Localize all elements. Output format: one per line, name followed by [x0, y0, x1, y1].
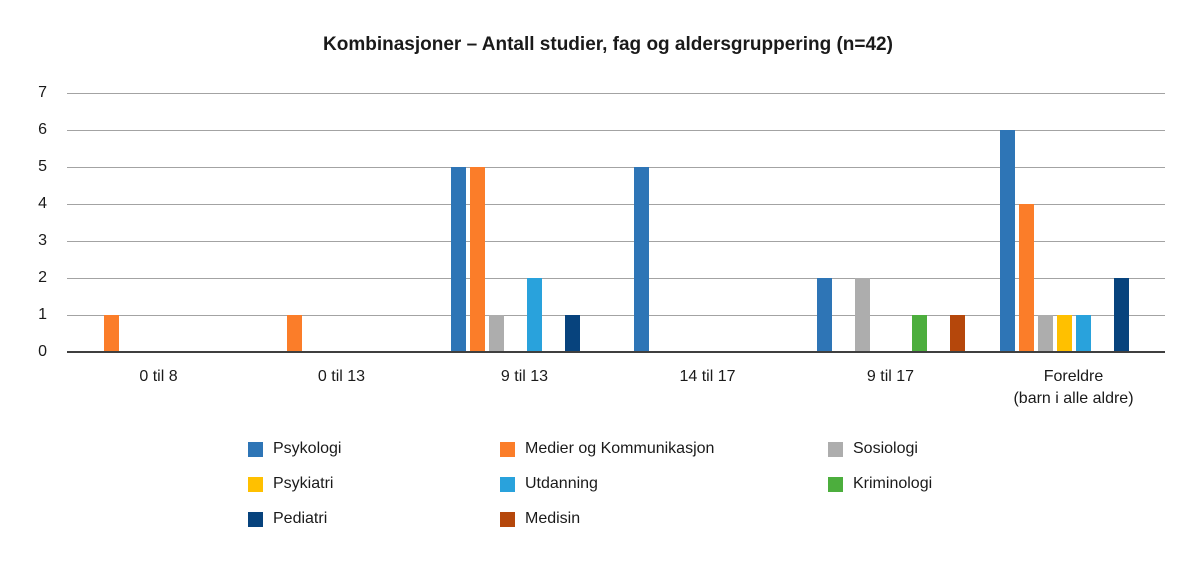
y-tick-label-2: 2 — [38, 269, 47, 286]
legend-item-psykiatri: Psykiatri — [248, 475, 334, 492]
gridline-y-5 — [67, 167, 1165, 168]
legend-item-medier-og-kommunikasjon: Medier og Kommunikasjon — [500, 440, 715, 457]
legend-swatch-icon — [500, 476, 515, 492]
legend-swatch-icon — [248, 511, 263, 527]
bar-pediatri-group-5 — [1113, 278, 1129, 352]
legend-swatch-icon — [828, 476, 843, 492]
legend-item-utdanning: Utdanning — [500, 475, 598, 492]
legend-label: Psykologi — [273, 440, 342, 457]
legend-item-medisin: Medisin — [500, 510, 581, 527]
x-tick-label-4: 9 til 17 — [866, 368, 915, 385]
legend-item-pediatri: Pediatri — [248, 510, 328, 527]
bar-pediatri-group-2 — [564, 315, 580, 352]
gridline-y-7 — [67, 93, 1165, 94]
legend-label: Pediatri — [273, 510, 328, 527]
x-tick-label-3: 14 til 17 — [679, 368, 736, 385]
gridline-y-6 — [67, 130, 1165, 131]
bar-sosiologi-group-4 — [854, 278, 870, 352]
legend-label: Medisin — [525, 510, 581, 527]
legend-swatch-icon — [828, 441, 843, 457]
gridline-y-4 — [67, 204, 1165, 205]
bar-sosiologi-group-5 — [1037, 315, 1053, 352]
bar-medier-og-kommunikasjon-group-5 — [1018, 204, 1034, 352]
bar-medisin-group-4 — [949, 315, 965, 352]
x-tick-label-2: 9 til 13 — [500, 368, 549, 385]
legend-item-sosiologi: Sosiologi — [828, 440, 918, 457]
legend-label: Medier og Kommunikasjon — [525, 440, 715, 457]
x-tick-label-0: 0 til 8 — [139, 368, 178, 385]
legend-label: Utdanning — [525, 475, 598, 492]
bar-psykologi-group-3 — [633, 167, 649, 352]
bar-sosiologi-group-2 — [488, 315, 504, 352]
y-tick-label-0: 0 — [38, 343, 47, 360]
x-tick-label-1: 0 til 13 — [317, 368, 366, 385]
y-tick-label-1: 1 — [38, 306, 47, 323]
y-tick-label-7: 7 — [38, 84, 47, 101]
bar-medier-og-kommunikasjon-group-1 — [286, 315, 302, 352]
legend-swatch-icon — [500, 441, 515, 457]
legend-item-kriminologi: Kriminologi — [828, 475, 933, 492]
gridline-y-3 — [67, 241, 1165, 242]
y-tick-label-5: 5 — [38, 158, 47, 175]
bar-medier-og-kommunikasjon-group-2 — [469, 167, 485, 352]
legend-label: Sosiologi — [853, 440, 918, 457]
legend-swatch-icon — [248, 441, 263, 457]
bar-medier-og-kommunikasjon-group-0 — [103, 315, 119, 352]
plot-area — [67, 93, 1165, 353]
bar-kriminologi-group-4 — [911, 315, 927, 352]
legend-swatch-icon — [500, 511, 515, 527]
legend-item-psykologi: Psykologi — [248, 440, 342, 457]
bar-psykiatri-group-5 — [1056, 315, 1072, 352]
y-tick-label-3: 3 — [38, 232, 47, 249]
x-tick-label-5: Foreldre (barn i alle aldre) — [1013, 368, 1134, 407]
chart-title: Kombinasjoner – Antall studier, fag og a… — [323, 34, 893, 55]
y-tick-label-6: 6 — [38, 121, 47, 138]
bar-psykologi-group-2 — [450, 167, 466, 352]
y-tick-label-4: 4 — [38, 195, 47, 212]
bar-psykologi-group-4 — [816, 278, 832, 352]
bar-utdanning-group-5 — [1075, 315, 1091, 352]
bar-utdanning-group-2 — [526, 278, 542, 352]
bar-psykologi-group-5 — [999, 130, 1015, 352]
gridline-y-1 — [67, 315, 1165, 316]
legend-label: Psykiatri — [273, 475, 334, 492]
gridline-y-2 — [67, 278, 1165, 279]
x-axis-line — [67, 351, 1165, 353]
legend-label: Kriminologi — [853, 475, 933, 492]
legend-swatch-icon — [248, 476, 263, 492]
